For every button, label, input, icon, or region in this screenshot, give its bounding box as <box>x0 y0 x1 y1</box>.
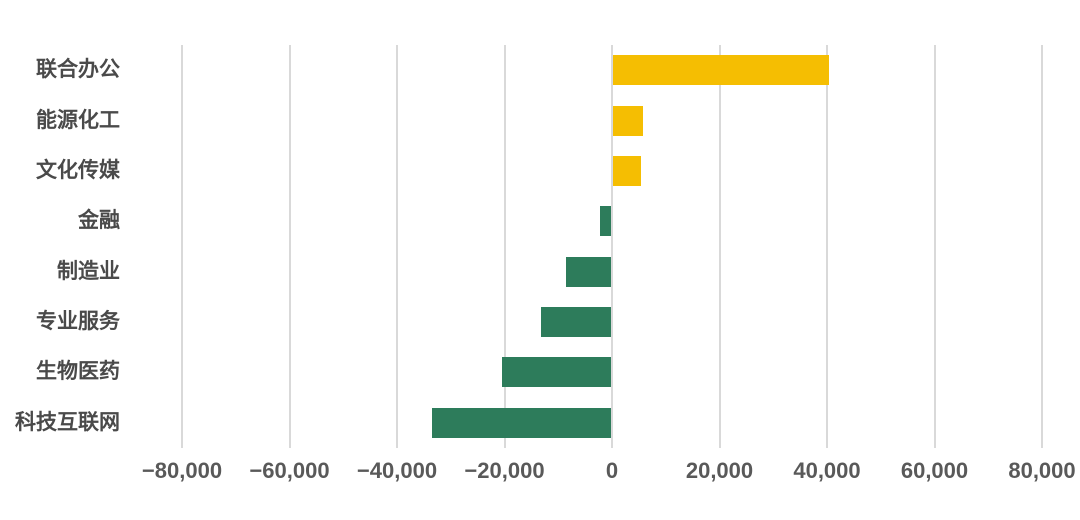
gridline <box>1041 45 1043 448</box>
category-label: 生物医药 <box>36 360 120 384</box>
gridline <box>396 45 398 448</box>
gridline <box>503 45 506 448</box>
bar <box>431 407 611 438</box>
x-tick-label: 0 <box>605 458 619 483</box>
x-tick-label: −20,000 <box>464 458 545 483</box>
gridline <box>288 45 291 448</box>
gridline <box>611 45 613 448</box>
bar <box>613 155 642 186</box>
category-label: 能源化工 <box>36 108 120 132</box>
x-tick-label: 80,000 <box>1008 458 1076 483</box>
bar <box>613 105 644 136</box>
gridline <box>181 45 183 448</box>
bar <box>565 256 611 287</box>
category-label: 文化传媒 <box>36 158 120 182</box>
category-label: 科技互联网 <box>15 410 120 434</box>
category-label: 专业服务 <box>36 310 120 334</box>
bar <box>541 307 611 338</box>
gridline <box>826 45 828 448</box>
bar <box>599 206 611 237</box>
bar <box>502 357 611 388</box>
category-label: 联合办公 <box>36 58 120 82</box>
category-label: 金融 <box>78 209 120 233</box>
gridline <box>933 45 936 448</box>
x-tick-label: 60,000 <box>900 458 969 483</box>
x-tick-label: 20,000 <box>685 458 754 483</box>
bar <box>613 55 830 86</box>
x-tick-label: −40,000 <box>356 458 438 483</box>
x-tick-label: −60,000 <box>249 458 330 483</box>
x-tick-label: 40,000 <box>793 458 861 483</box>
category-label: 制造业 <box>57 259 120 283</box>
x-tick-label: −80,000 <box>141 458 223 483</box>
gridline <box>718 45 721 448</box>
